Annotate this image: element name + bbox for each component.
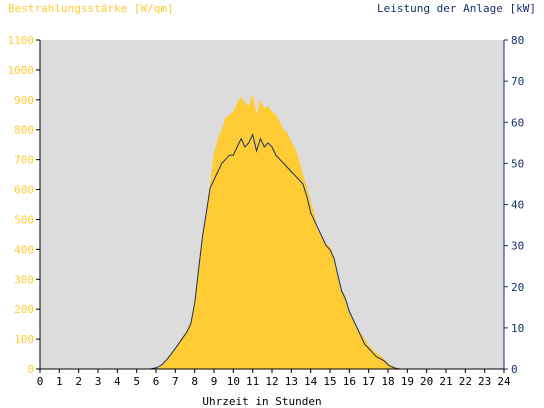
x-tick-label: 20 xyxy=(420,375,433,388)
x-tick-label: 1 xyxy=(56,375,63,388)
left-tick-label: 400 xyxy=(14,243,34,256)
x-tick-label: 18 xyxy=(381,375,394,388)
x-tick-label: 23 xyxy=(478,375,491,388)
left-tick-label: 700 xyxy=(14,154,34,167)
x-tick-label: 22 xyxy=(459,375,472,388)
x-tick-label: 13 xyxy=(285,375,298,388)
x-axis-title: Uhrzeit in Stunden xyxy=(202,395,321,408)
right-tick-label: 50 xyxy=(511,157,524,170)
x-tick-label: 7 xyxy=(172,375,179,388)
right-tick-label: 10 xyxy=(511,322,524,335)
left-tick-label: 200 xyxy=(14,303,34,316)
right-tick-label: 20 xyxy=(511,281,524,294)
right-tick-label: 30 xyxy=(511,240,524,253)
x-tick-label: 21 xyxy=(439,375,452,388)
left-tick-label: 1000 xyxy=(8,64,35,77)
left-tick-label: 100 xyxy=(14,333,34,346)
x-tick-label: 6 xyxy=(153,375,160,388)
left-tick-label: 500 xyxy=(14,213,34,226)
x-tick-label: 9 xyxy=(211,375,218,388)
x-tick-label: 11 xyxy=(246,375,259,388)
x-tick-label: 2 xyxy=(75,375,82,388)
right-tick-label: 40 xyxy=(511,199,524,212)
left-tick-label: 800 xyxy=(14,124,34,137)
x-tick-label: 19 xyxy=(401,375,414,388)
left-tick-label: 300 xyxy=(14,273,34,286)
left-tick-label: 600 xyxy=(14,184,34,197)
irradiance-area xyxy=(40,93,504,370)
right-tick-label: 80 xyxy=(511,34,524,47)
x-tick-label: 0 xyxy=(37,375,44,388)
x-tick-label: 4 xyxy=(114,375,121,388)
x-tick-label: 5 xyxy=(133,375,140,388)
right-axis-title: Leistung der Anlage [kW] xyxy=(377,2,536,15)
power-line xyxy=(40,133,504,370)
right-tick-label: 60 xyxy=(511,116,524,129)
x-tick-label: 24 xyxy=(497,375,511,388)
x-tick-label: 17 xyxy=(362,375,375,388)
x-tick-label: 3 xyxy=(95,375,102,388)
left-axis-title: Bestrahlungsstärke [W/qm] xyxy=(8,2,174,15)
x-tick-label: 12 xyxy=(265,375,278,388)
x-tick-label: 10 xyxy=(227,375,240,388)
left-tick-label: 0 xyxy=(27,363,34,376)
x-tick-label: 16 xyxy=(343,375,356,388)
right-tick-label: 0 xyxy=(511,363,518,376)
x-tick-label: 14 xyxy=(304,375,318,388)
x-tick-label: 8 xyxy=(191,375,198,388)
left-tick-label: 1100 xyxy=(8,34,35,47)
x-tick-label: 15 xyxy=(323,375,336,388)
left-tick-label: 900 xyxy=(14,94,34,107)
right-tick-label: 70 xyxy=(511,75,524,88)
